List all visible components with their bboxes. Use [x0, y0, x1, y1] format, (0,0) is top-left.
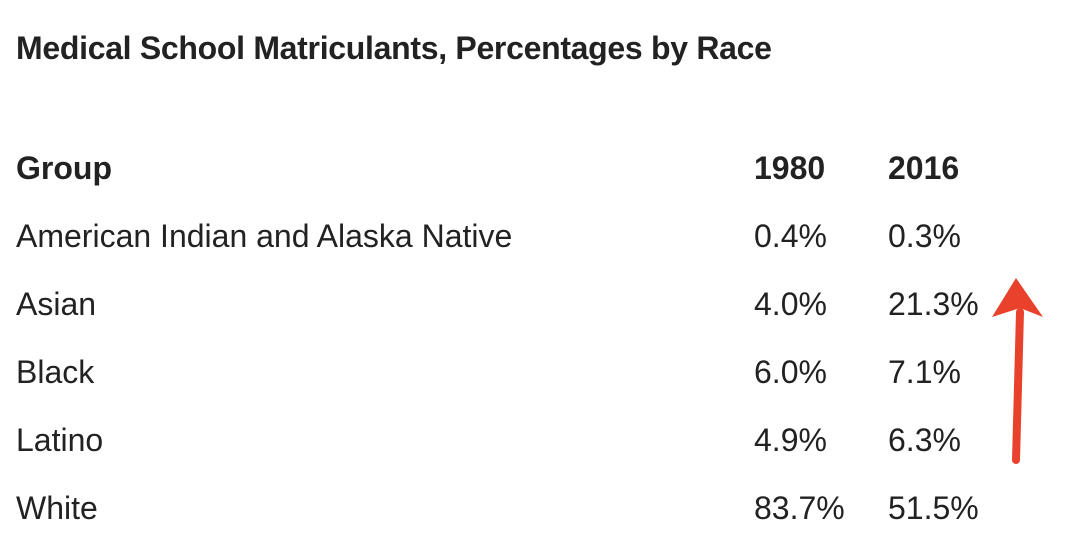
up-arrow-head [992, 278, 1043, 317]
percent-cell: 7.1% [888, 353, 961, 390]
percent-cell: 83.7% [754, 489, 845, 526]
table-row: American Indian and Alaska Native 0.4% 0.3… [16, 202, 1008, 270]
header-cell: Group [16, 149, 112, 186]
header-cell: 1980 [754, 149, 826, 186]
percent-cell: 6.3% [888, 421, 961, 458]
percent-cell: 0.3% [888, 217, 961, 254]
percent-cell: 0.4% [754, 217, 827, 254]
group-cell: White [16, 489, 98, 526]
percent-cell: 6.0% [754, 353, 827, 390]
table-row: Asian 4.0% 21.3% [16, 270, 1008, 338]
group-cell: American Indian and Alaska Native [16, 217, 513, 254]
group-cell: Asian [16, 285, 97, 322]
header-cell: 2016 [888, 149, 960, 186]
title: Medical School Matriculants, Percentages… [16, 30, 772, 66]
group-cell: Black [16, 353, 95, 390]
percent-cell: 51.5% [888, 489, 979, 526]
header-row: Group 1980 2016 [16, 134, 1008, 202]
table-row: Latino 4.9% 6.3% [16, 406, 1008, 474]
percent-cell: 4.0% [754, 285, 827, 322]
percent-cell: 4.9% [754, 421, 827, 458]
table-row: White 83.7% 51.5% [16, 474, 1008, 542]
data-table: Group 1980 2016 American Indian and Alas… [16, 134, 1008, 542]
percent-cell: 21.3% [888, 285, 979, 322]
group-cell: Latino [16, 421, 104, 458]
table-row: Black 6.0% 7.1% [16, 338, 1008, 406]
up-arrow-shaft [1012, 308, 1024, 464]
